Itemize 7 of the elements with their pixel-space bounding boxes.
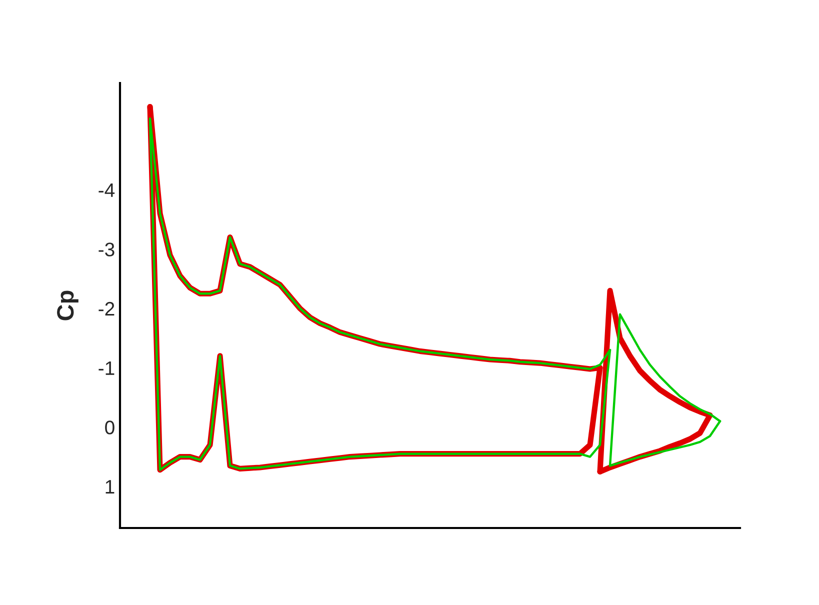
y-axis-title: Cp — [57, 290, 78, 320]
y-tick-label: -3 — [98, 242, 114, 256]
y-tick-label: -2 — [98, 302, 114, 316]
y-tick-label: -4 — [98, 183, 115, 197]
y-tick-label: -1 — [98, 361, 114, 375]
y-tick-label: 0 — [105, 420, 114, 434]
y-tick-label: 1 — [106, 480, 114, 494]
